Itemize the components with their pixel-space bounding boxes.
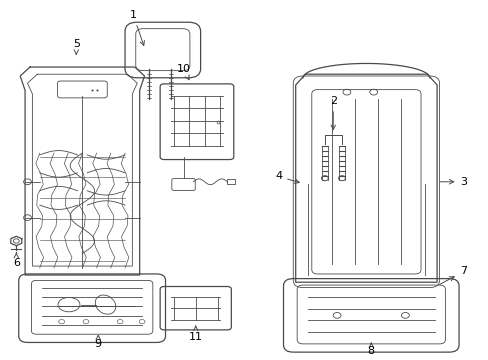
Text: 10: 10 (176, 64, 190, 80)
Text: 1: 1 (129, 10, 144, 45)
Text: 8: 8 (367, 343, 374, 356)
Text: 2: 2 (329, 96, 336, 130)
Text: 4: 4 (275, 171, 299, 183)
Text: 11: 11 (188, 326, 203, 342)
Text: 7: 7 (439, 266, 467, 284)
Bar (227, 179, 234, 184)
Text: 9: 9 (95, 335, 102, 349)
Text: 5: 5 (73, 39, 80, 54)
Text: 6: 6 (13, 253, 20, 268)
Text: 3: 3 (439, 177, 467, 187)
